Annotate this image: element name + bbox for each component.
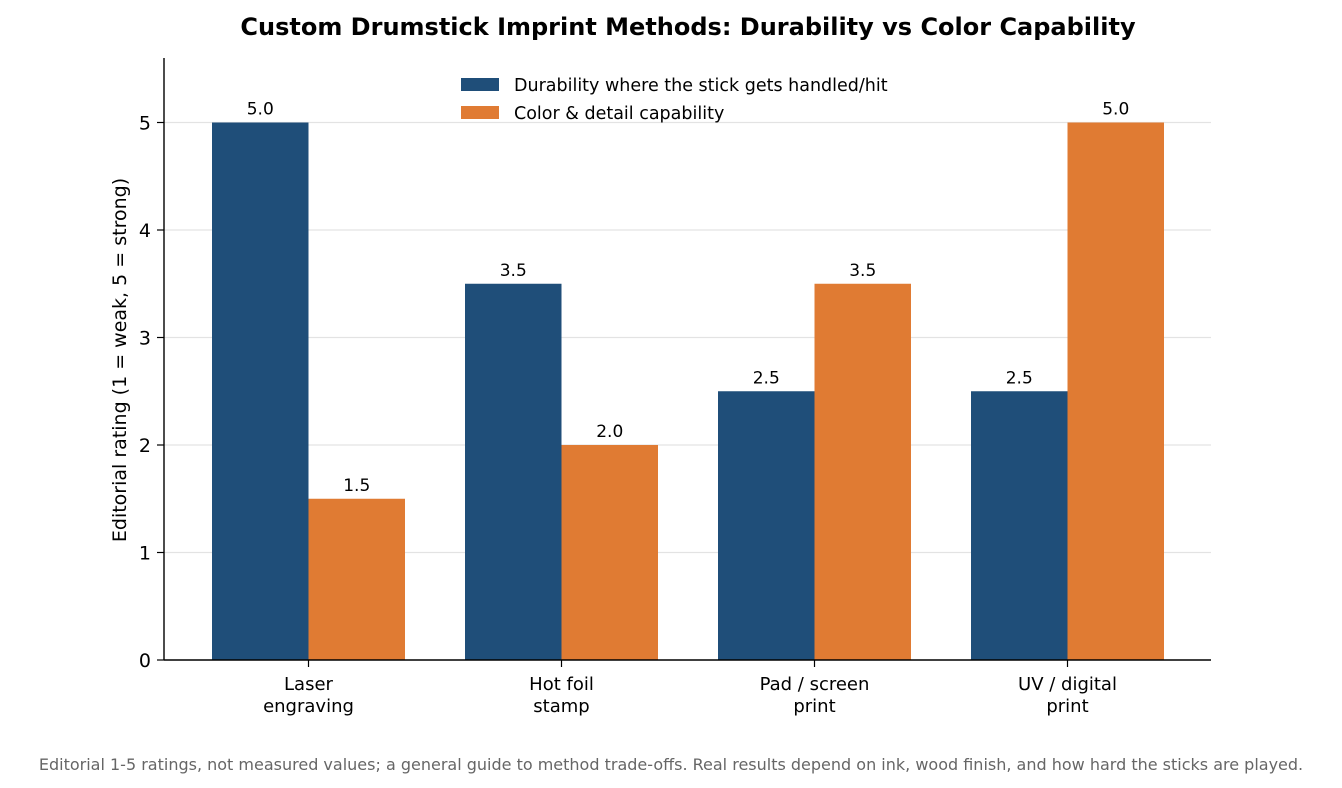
value-labels: 5.0 1.5 3.5 2.0 2.5 3.5 2.5 5.0 <box>247 100 1130 496</box>
x-tick-label-4: UV / digital print <box>1018 674 1117 717</box>
value-label-series2-4: 5.0 <box>1102 100 1129 120</box>
value-label-series2-2: 2.0 <box>596 422 623 442</box>
x-tick-label-2: Hot foil stamp <box>529 674 594 717</box>
x-tick-label-line: Laser <box>284 674 334 695</box>
bars <box>212 122 1164 660</box>
x-tick-label-line: UV / digital <box>1018 674 1117 695</box>
value-label-series2-1: 1.5 <box>343 476 370 496</box>
bar-series2-2 <box>561 445 658 660</box>
chart-footnote: Editorial 1-5 ratings, not measured valu… <box>39 755 1303 774</box>
bar-series1-1 <box>212 122 309 660</box>
x-tick-label-line: engraving <box>263 696 354 717</box>
y-axis-label: Editorial rating (1 = weak, 5 = strong) <box>109 178 131 542</box>
y-tick-label-5: 5 <box>139 113 151 135</box>
bar-series2-4 <box>1067 122 1164 660</box>
legend-swatch-2 <box>461 106 499 119</box>
legend-swatch-1 <box>461 78 499 91</box>
x-tick-label-line: stamp <box>533 696 589 717</box>
value-label-series1-4: 2.5 <box>1006 368 1033 388</box>
x-tick-label-line: Pad / screen <box>760 674 870 695</box>
y-tick-label-0: 0 <box>139 650 151 672</box>
bar-series1-2 <box>465 283 562 660</box>
y-tick-label-4: 4 <box>139 220 151 242</box>
bar-series2-1 <box>308 498 405 660</box>
chart-title: Custom Drumstick Imprint Methods: Durabi… <box>240 13 1136 41</box>
value-label-series1-3: 2.5 <box>753 368 780 388</box>
y-tick-label-3: 3 <box>139 328 151 350</box>
y-tick-label-1: 1 <box>139 543 151 565</box>
x-tick-label-line: print <box>1046 696 1088 717</box>
x-tick-label-line: print <box>793 696 835 717</box>
legend-label-1: Durability where the stick gets handled/… <box>514 76 888 96</box>
x-tick-label-3: Pad / screen print <box>760 674 870 717</box>
value-label-series1-2: 3.5 <box>500 261 527 281</box>
bar-series2-3 <box>814 283 911 660</box>
value-label-series2-3: 3.5 <box>849 261 876 281</box>
value-label-series1-1: 5.0 <box>247 100 274 120</box>
x-tick-label-1: Laser engraving <box>263 674 354 717</box>
y-tick-label-2: 2 <box>139 435 151 457</box>
x-tick-label-line: Hot foil <box>529 674 594 695</box>
bar-series1-4 <box>971 391 1068 660</box>
bar-series1-3 <box>718 391 815 660</box>
legend-label-2: Color & detail capability <box>514 104 724 124</box>
legend: Durability where the stick gets handled/… <box>461 76 888 124</box>
